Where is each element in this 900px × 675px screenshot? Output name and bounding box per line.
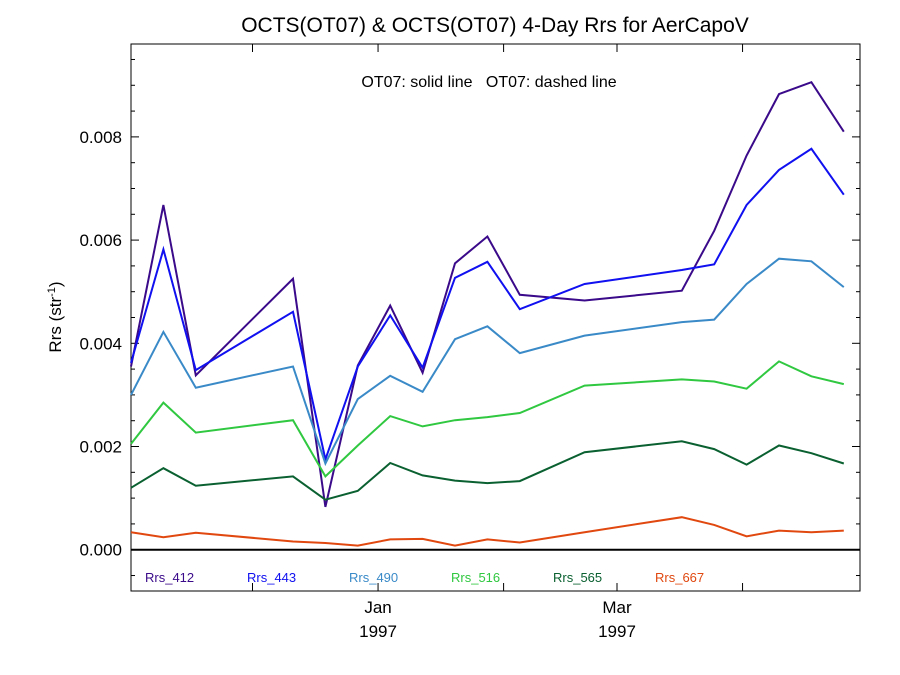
series-line-rrs-565 [130,440,845,501]
legend-entry: Rrs_490 [349,570,398,585]
series-line-rrs-490 [130,257,845,467]
series-line-rrs-412 [130,80,845,508]
series-lines [130,80,845,547]
x-tick-label-month: Mar [602,598,632,617]
x-tick-label-month: Jan [364,598,391,617]
legend-entry: Rrs_516 [451,570,500,585]
legend-entry: Rrs_565 [553,570,602,585]
legend-entry: Rrs_443 [247,570,296,585]
series-line-rrs-443 [130,147,845,464]
x-axis: Jan 1997 Mar 1997 [252,44,744,641]
y-tick-label: 0.008 [79,128,122,147]
series-line-rrs-667 [130,516,844,547]
y-axis-label-base: Rrs (str [46,297,65,353]
y-tick-label: 0.002 [79,438,122,457]
chart-title: OCTS(OT07) & OCTS(OT07) 4-Day Rrs for Ae… [241,14,749,37]
y-axis-label-sup: -1 [46,287,58,297]
legend: Rrs_412 Rrs_443 Rrs_490 Rrs_516 Rrs_565 Rrs_6… [145,570,704,585]
x-tick-label-year: 1997 [359,622,397,641]
y-tick-label: 0.000 [79,541,122,560]
y-axis: 0.000 0.002 0.004 0.006 0.008 [79,58,860,577]
x-tick-label-year: 1997 [598,622,636,641]
series-line-rrs-516 [130,360,845,479]
y-axis-label: Rrs (str-1) [46,281,65,352]
y-axis-label-close: ) [46,281,65,287]
line-style-note: OT07: solid line OT07: dashed line [361,74,616,91]
y-tick-label: 0.004 [79,334,122,353]
legend-entry: Rrs_667 [655,570,704,585]
legend-entry: Rrs_412 [145,570,194,585]
y-tick-label: 0.006 [79,231,122,250]
plot-frame [130,43,861,592]
